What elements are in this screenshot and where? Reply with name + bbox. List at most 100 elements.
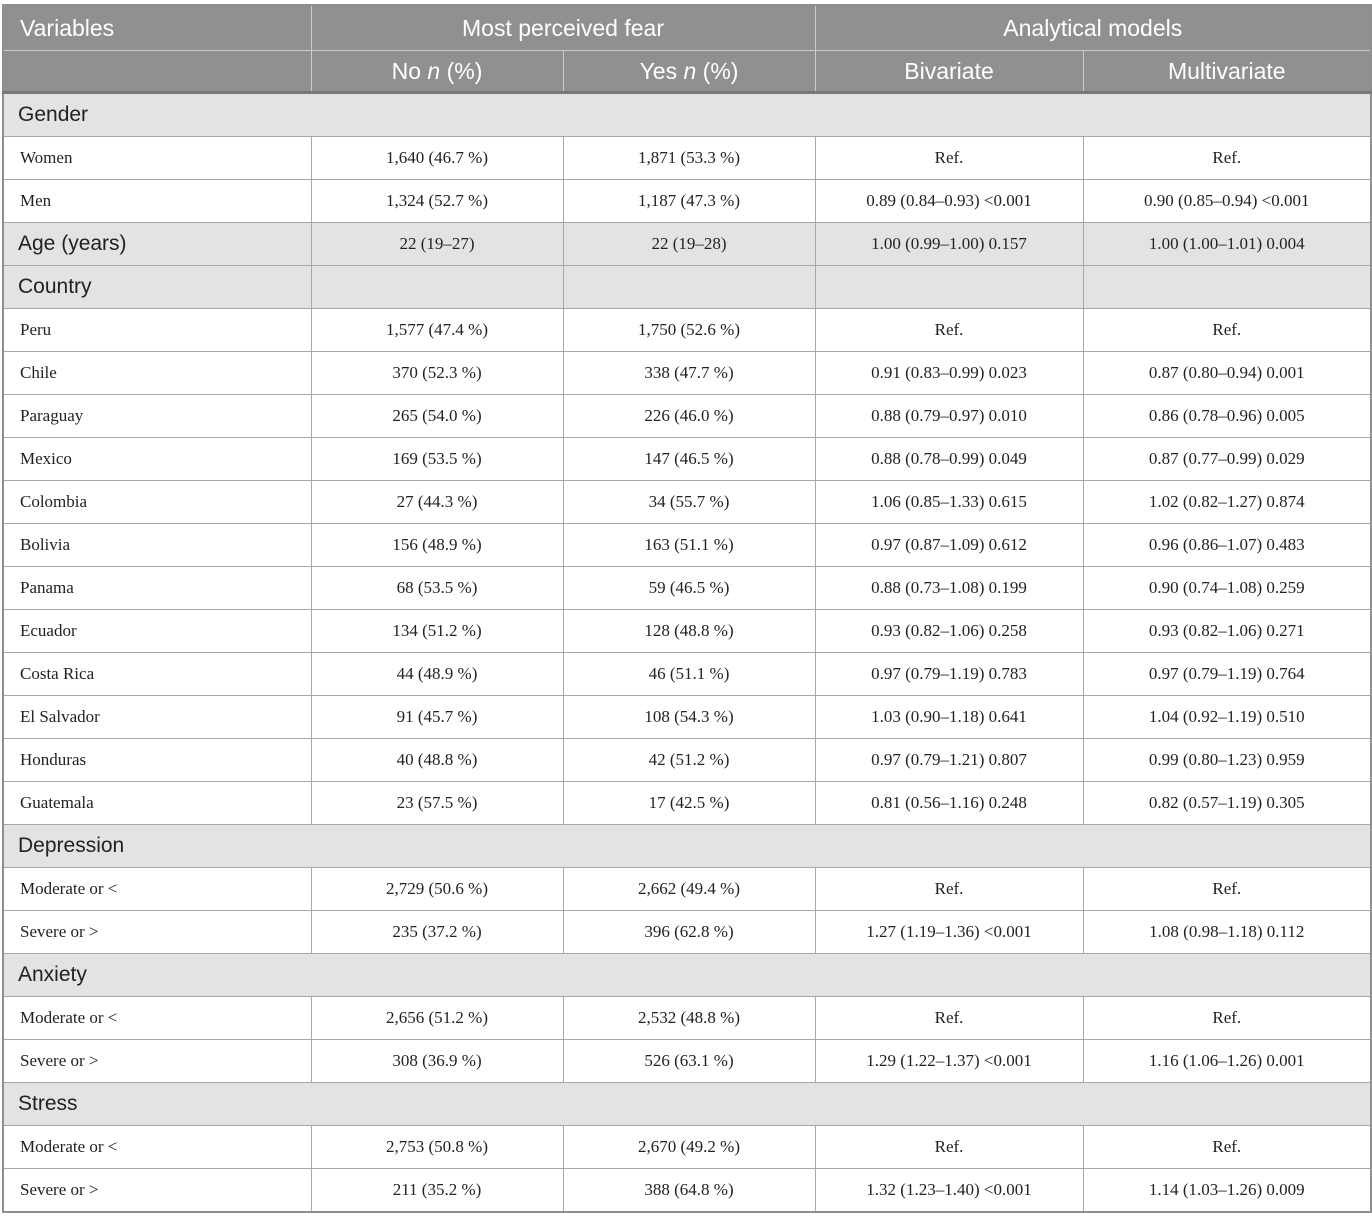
cell-no: 91 (45.7 %): [310, 695, 564, 739]
table-row: Women 1,640 (46.7 %) 1,871 (53.3 %) Ref.…: [2, 136, 1372, 180]
row-label: Bolivia: [2, 523, 312, 567]
cell-no: 134 (51.2 %): [310, 609, 564, 653]
cell-yes: 34 (55.7 %): [562, 480, 816, 524]
cell-bivariate: 1.27 (1.19–1.36) <0.001: [814, 910, 1084, 954]
cell-no: 2,729 (50.6 %): [310, 867, 564, 911]
header-blank: [2, 50, 312, 94]
table-row: Peru 1,577 (47.4 %) 1,750 (52.6 %) Ref. …: [2, 308, 1372, 352]
row-label: Costa Rica: [2, 652, 312, 696]
cell-yes: 338 (47.7 %): [562, 351, 816, 395]
cell-multivariate: 1.00 (1.00–1.01) 0.004: [1082, 222, 1372, 266]
row-label: Peru: [2, 308, 312, 352]
cell-multivariate: 0.87 (0.80–0.94) 0.001: [1082, 351, 1372, 395]
cell-no: 156 (48.9 %): [310, 523, 564, 567]
table-row: El Salvador 91 (45.7 %) 108 (54.3 %) 1.0…: [2, 695, 1372, 739]
cell-bivariate: 0.88 (0.78–0.99) 0.049: [814, 437, 1084, 481]
table-row: Panama 68 (53.5 %) 59 (46.5 %) 0.88 (0.7…: [2, 566, 1372, 610]
table-row: Paraguay 265 (54.0 %) 226 (46.0 %) 0.88 …: [2, 394, 1372, 438]
cell-bivariate: 0.97 (0.87–1.09) 0.612: [814, 523, 1084, 567]
row-label: Mexico: [2, 437, 312, 481]
cell-multivariate: 0.90 (0.85–0.94) <0.001: [1082, 179, 1372, 223]
table-row: Severe or > 235 (37.2 %) 396 (62.8 %) 1.…: [2, 910, 1372, 954]
cell-yes: 128 (48.8 %): [562, 609, 816, 653]
cell-bivariate: Ref.: [814, 1125, 1084, 1169]
row-label: Severe or >: [2, 1168, 312, 1213]
cell-no: 169 (53.5 %): [310, 437, 564, 481]
row-label: Paraguay: [2, 394, 312, 438]
cell-yes: 1,871 (53.3 %): [562, 136, 816, 180]
row-label: Severe or >: [2, 1039, 312, 1083]
cell-multivariate: 0.87 (0.77–0.99) 0.029: [1082, 437, 1372, 481]
cell-no: 370 (52.3 %): [310, 351, 564, 395]
cell-multivariate: Ref.: [1082, 308, 1372, 352]
header-multivariate: Multivariate: [1082, 50, 1372, 94]
row-label: Panama: [2, 566, 312, 610]
table-row: Mexico 169 (53.5 %) 147 (46.5 %) 0.88 (0…: [2, 437, 1372, 481]
cell-bivariate: 0.93 (0.82–1.06) 0.258: [814, 609, 1084, 653]
cell-bivariate: 0.89 (0.84–0.93) <0.001: [814, 179, 1084, 223]
cell-no: 235 (37.2 %): [310, 910, 564, 954]
cell-bivariate: Ref.: [814, 996, 1084, 1040]
cell-no: 211 (35.2 %): [310, 1168, 564, 1213]
cell-multivariate: 1.14 (1.03–1.26) 0.009: [1082, 1168, 1372, 1213]
header-bivariate: Bivariate: [814, 50, 1084, 94]
cell-yes: 59 (46.5 %): [562, 566, 816, 610]
header-variables: Variables: [2, 4, 312, 51]
section-title: Gender: [2, 91, 1372, 137]
row-label: Colombia: [2, 480, 312, 524]
cell-yes: 163 (51.1 %): [562, 523, 816, 567]
cell-no: 68 (53.5 %): [310, 566, 564, 610]
section-anxiety: Anxiety: [2, 953, 1372, 997]
cell-multivariate: 0.93 (0.82–1.06) 0.271: [1082, 609, 1372, 653]
cell-multivariate: Ref.: [1082, 996, 1372, 1040]
cell-bivariate: 1.00 (0.99–1.00) 0.157: [814, 222, 1084, 266]
row-age: Age (years) 22 (19–27) 22 (19–28) 1.00 (…: [2, 222, 1372, 266]
cell-yes: 108 (54.3 %): [562, 695, 816, 739]
cell-yes: 17 (42.5 %): [562, 781, 816, 825]
row-label: Severe or >: [2, 910, 312, 954]
cell-bivariate: Ref.: [814, 136, 1084, 180]
cell-no: 1,577 (47.4 %): [310, 308, 564, 352]
table-row: Bolivia 156 (48.9 %) 163 (51.1 %) 0.97 (…: [2, 523, 1372, 567]
cell-no: 23 (57.5 %): [310, 781, 564, 825]
cell-yes: 396 (62.8 %): [562, 910, 816, 954]
cell-no: 27 (44.3 %): [310, 480, 564, 524]
results-table: Variables Most perceived fear Analytical…: [2, 4, 1372, 1213]
cell-multivariate: Ref.: [1082, 867, 1372, 911]
cell-multivariate: 0.99 (0.80–1.23) 0.959: [1082, 738, 1372, 782]
cell-yes: 226 (46.0 %): [562, 394, 816, 438]
cell-multivariate: 1.04 (0.92–1.19) 0.510: [1082, 695, 1372, 739]
cell-yes: 46 (51.1 %): [562, 652, 816, 696]
cell-no: 2,753 (50.8 %): [310, 1125, 564, 1169]
cell-no: 1,640 (46.7 %): [310, 136, 564, 180]
cell-bivariate: 0.81 (0.56–1.16) 0.248: [814, 781, 1084, 825]
cell-bivariate: 1.03 (0.90–1.18) 0.641: [814, 695, 1084, 739]
cell-bivariate: 0.91 (0.83–0.99) 0.023: [814, 351, 1084, 395]
table-row: Moderate or < 2,729 (50.6 %) 2,662 (49.4…: [2, 867, 1372, 911]
cell-multivariate: 0.90 (0.74–1.08) 0.259: [1082, 566, 1372, 610]
cell-no: 2,656 (51.2 %): [310, 996, 564, 1040]
row-label: Chile: [2, 351, 312, 395]
cell-bivariate: 0.88 (0.79–0.97) 0.010: [814, 394, 1084, 438]
section-title: Country: [2, 265, 312, 309]
cell-multivariate: 0.86 (0.78–0.96) 0.005: [1082, 394, 1372, 438]
cell-bivariate: 0.97 (0.79–1.21) 0.807: [814, 738, 1084, 782]
cell-yes: 147 (46.5 %): [562, 437, 816, 481]
cell-bivariate: Ref.: [814, 867, 1084, 911]
cell-multivariate: 1.02 (0.82–1.27) 0.874: [1082, 480, 1372, 524]
cell-multivariate: 1.08 (0.98–1.18) 0.112: [1082, 910, 1372, 954]
cell-multivariate: 0.82 (0.57–1.19) 0.305: [1082, 781, 1372, 825]
cell-no: 40 (48.8 %): [310, 738, 564, 782]
row-label: Moderate or <: [2, 996, 312, 1040]
table-row: Ecuador 134 (51.2 %) 128 (48.8 %) 0.93 (…: [2, 609, 1372, 653]
cell-no: 44 (48.9 %): [310, 652, 564, 696]
section-gender: Gender: [2, 91, 1372, 137]
cell-yes: 526 (63.1 %): [562, 1039, 816, 1083]
row-label: Moderate or <: [2, 867, 312, 911]
cell-yes: 22 (19–28): [562, 222, 816, 266]
table-row: Severe or > 211 (35.2 %) 388 (64.8 %) 1.…: [2, 1168, 1372, 1213]
row-label: Men: [2, 179, 312, 223]
cell-bivariate: 0.97 (0.79–1.19) 0.783: [814, 652, 1084, 696]
section-depression: Depression: [2, 824, 1372, 868]
table-header: Variables Most perceived fear Analytical…: [2, 4, 1372, 94]
